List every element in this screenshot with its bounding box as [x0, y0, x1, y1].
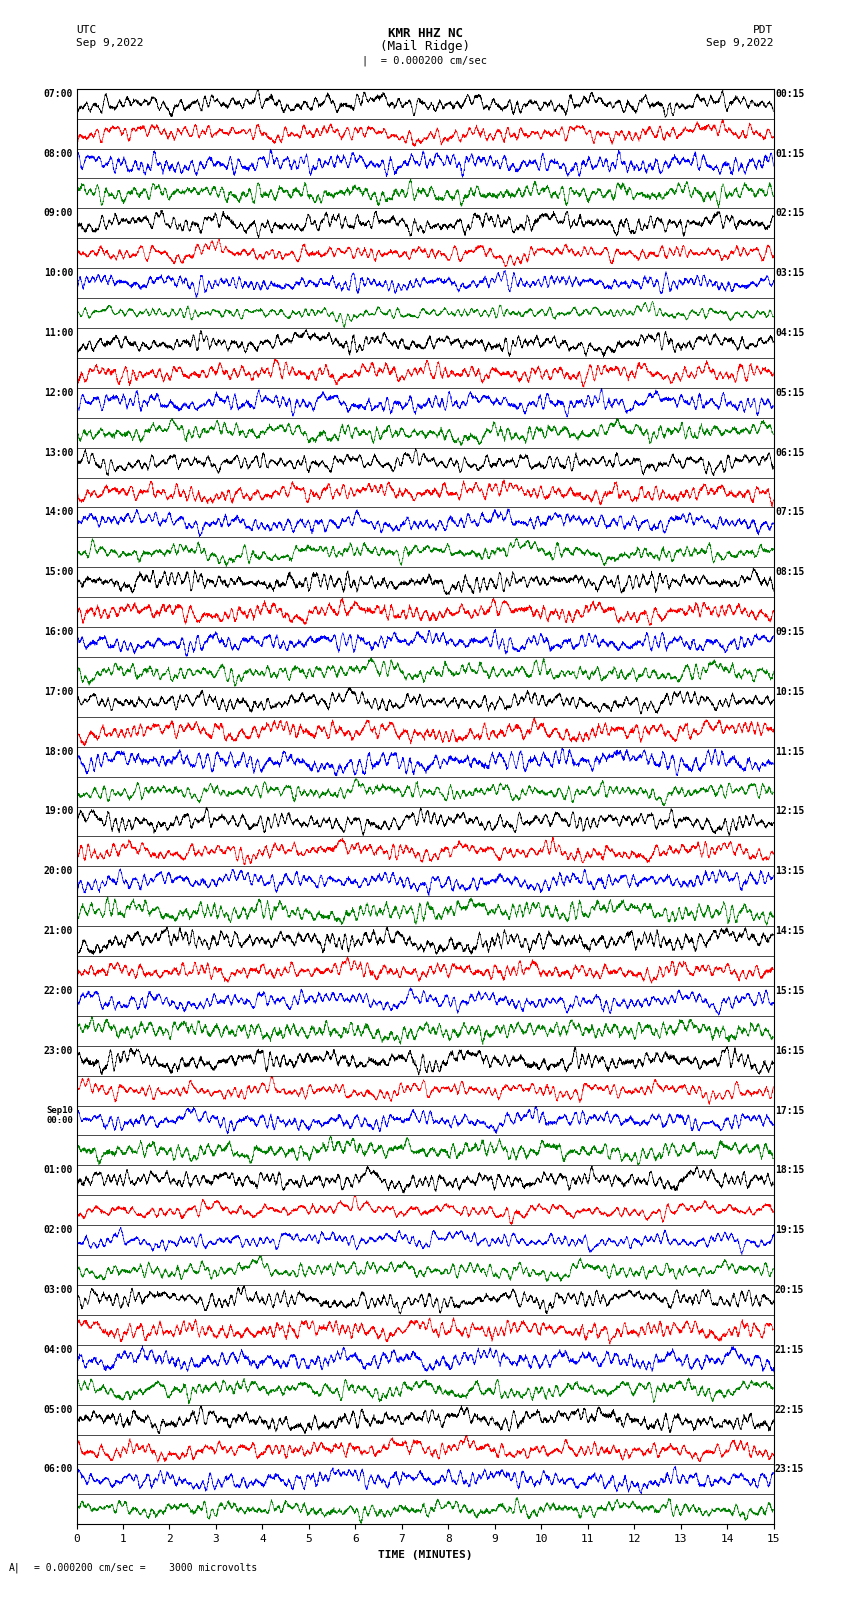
Text: 04:00: 04:00 — [43, 1345, 73, 1355]
Text: 16:15: 16:15 — [775, 1045, 804, 1057]
Text: 14:00: 14:00 — [43, 508, 73, 518]
Text: |  = 0.000200 cm/sec: | = 0.000200 cm/sec — [362, 55, 488, 66]
Text: 08:00: 08:00 — [43, 148, 73, 158]
Text: 23:00: 23:00 — [43, 1045, 73, 1057]
Text: 03:00: 03:00 — [43, 1286, 73, 1295]
Text: 17:15: 17:15 — [775, 1105, 804, 1116]
X-axis label: TIME (MINUTES): TIME (MINUTES) — [377, 1550, 473, 1560]
Text: 18:00: 18:00 — [43, 747, 73, 756]
Text: Sep10
00:00: Sep10 00:00 — [46, 1105, 73, 1124]
Text: (Mail Ridge): (Mail Ridge) — [380, 40, 470, 53]
Text: 02:00: 02:00 — [43, 1226, 73, 1236]
Text: 02:15: 02:15 — [775, 208, 804, 218]
Text: 08:15: 08:15 — [775, 568, 804, 577]
Text: 04:15: 04:15 — [775, 327, 804, 339]
Text: 11:15: 11:15 — [775, 747, 804, 756]
Text: 05:00: 05:00 — [43, 1405, 73, 1415]
Text: 11:00: 11:00 — [43, 327, 73, 339]
Text: 18:15: 18:15 — [775, 1165, 804, 1176]
Text: 22:15: 22:15 — [775, 1405, 804, 1415]
Text: 21:15: 21:15 — [775, 1345, 804, 1355]
Text: 06:15: 06:15 — [775, 448, 804, 458]
Text: 15:00: 15:00 — [43, 568, 73, 577]
Text: Sep 9,2022: Sep 9,2022 — [76, 39, 144, 48]
Text: UTC: UTC — [76, 26, 97, 35]
Text: 05:15: 05:15 — [775, 387, 804, 398]
Text: 22:00: 22:00 — [43, 986, 73, 995]
Text: A|: A| — [8, 1563, 20, 1573]
Text: = 0.000200 cm/sec =    3000 microvolts: = 0.000200 cm/sec = 3000 microvolts — [34, 1563, 258, 1573]
Text: 10:00: 10:00 — [43, 268, 73, 277]
Text: 14:15: 14:15 — [775, 926, 804, 936]
Text: 23:15: 23:15 — [775, 1465, 804, 1474]
Text: 09:15: 09:15 — [775, 627, 804, 637]
Text: 03:15: 03:15 — [775, 268, 804, 277]
Text: Sep 9,2022: Sep 9,2022 — [706, 39, 774, 48]
Text: 06:00: 06:00 — [43, 1465, 73, 1474]
Text: 10:15: 10:15 — [775, 687, 804, 697]
Text: 12:15: 12:15 — [775, 806, 804, 816]
Text: 13:15: 13:15 — [775, 866, 804, 876]
Text: 19:15: 19:15 — [775, 1226, 804, 1236]
Text: 13:00: 13:00 — [43, 448, 73, 458]
Text: 12:00: 12:00 — [43, 387, 73, 398]
Text: 07:15: 07:15 — [775, 508, 804, 518]
Text: 01:00: 01:00 — [43, 1165, 73, 1176]
Text: 20:15: 20:15 — [775, 1286, 804, 1295]
Text: PDT: PDT — [753, 26, 774, 35]
Text: 20:00: 20:00 — [43, 866, 73, 876]
Text: 16:00: 16:00 — [43, 627, 73, 637]
Text: 21:00: 21:00 — [43, 926, 73, 936]
Text: 00:15: 00:15 — [775, 89, 804, 98]
Text: 01:15: 01:15 — [775, 148, 804, 158]
Text: 19:00: 19:00 — [43, 806, 73, 816]
Text: 15:15: 15:15 — [775, 986, 804, 995]
Text: KMR HHZ NC: KMR HHZ NC — [388, 27, 462, 40]
Text: 17:00: 17:00 — [43, 687, 73, 697]
Text: 07:00: 07:00 — [43, 89, 73, 98]
Text: 09:00: 09:00 — [43, 208, 73, 218]
